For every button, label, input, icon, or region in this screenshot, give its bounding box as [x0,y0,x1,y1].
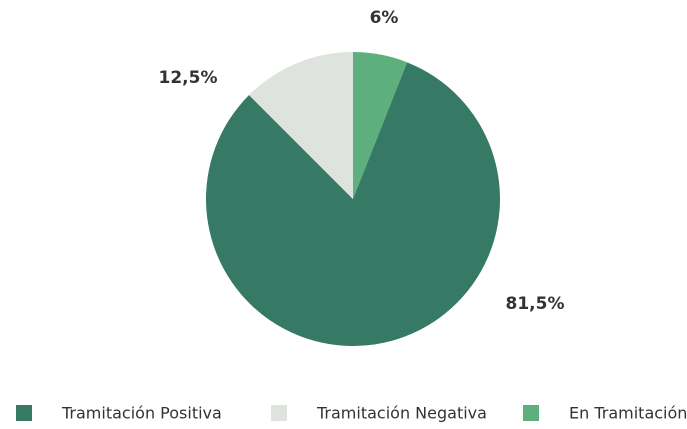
legend-swatch [16,405,32,421]
legend-swatch [271,405,287,421]
value-label: 6% [370,8,399,28]
legend-label: Tramitación Negativa [316,404,487,423]
pie-slice [249,52,353,199]
value-label: 81,5% [506,294,565,314]
legend-label: En Tramitación [569,404,687,423]
pie-slice [353,52,408,199]
legend-swatch [523,405,539,421]
legend-label: Tramitación Positiva [61,404,222,423]
value-label: 12,5% [159,68,218,88]
pie-slice [206,62,500,347]
